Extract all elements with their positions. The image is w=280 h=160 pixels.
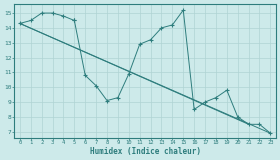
X-axis label: Humidex (Indice chaleur): Humidex (Indice chaleur) xyxy=(90,147,201,156)
